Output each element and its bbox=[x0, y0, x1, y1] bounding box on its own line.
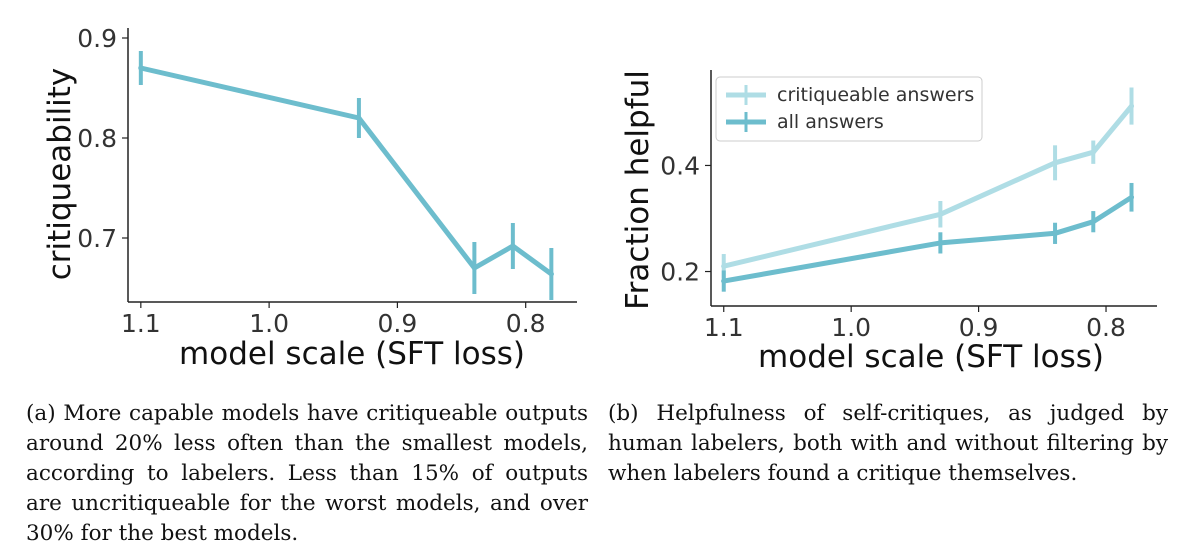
data-point bbox=[510, 243, 516, 249]
data-point bbox=[1129, 103, 1135, 109]
data-point bbox=[937, 211, 943, 217]
data-point bbox=[1129, 194, 1135, 200]
data-point bbox=[1052, 230, 1058, 236]
x-tick-label: 1.1 bbox=[121, 309, 161, 338]
data-point bbox=[1090, 219, 1096, 225]
data-point bbox=[721, 263, 727, 269]
y-tick-label: 0.7 bbox=[77, 224, 117, 253]
panel-b-fraction-helpful-chart: 1.1 1.0 0.9 0.8 0.2 0.4 Fraction helpful mode… bbox=[620, 70, 1157, 375]
y-tick-label: 0.4 bbox=[660, 151, 700, 180]
data-point bbox=[471, 265, 477, 271]
data-point bbox=[1052, 160, 1058, 166]
x-tick-label: 1.0 bbox=[831, 313, 871, 342]
series-all-answers bbox=[721, 182, 1135, 292]
data-point bbox=[356, 115, 362, 121]
legend-entry-critiqueable-answers: critiqueable answers bbox=[726, 84, 974, 106]
x-tick-label: 0.9 bbox=[959, 313, 999, 342]
data-point bbox=[138, 65, 144, 71]
x-tick-label: 1.0 bbox=[249, 309, 289, 338]
data-point bbox=[548, 271, 554, 277]
series-line bbox=[138, 65, 554, 277]
figure-caption-b: (b) Helpfulness of self-critiques, as ju… bbox=[608, 401, 1168, 486]
figure-caption-a: (a) More capable models have critiqueabl… bbox=[26, 401, 588, 546]
panel-a-critiqueability-chart: 1.1 1.0 0.9 0.8 0.7 0.8 0.9 critiqueability mo… bbox=[42, 24, 577, 372]
legend-entry-all-answers: all answers bbox=[726, 111, 884, 133]
x-tick-label: 0.9 bbox=[378, 309, 418, 338]
series-line bbox=[721, 194, 1134, 284]
y-tick-label: 0.2 bbox=[660, 258, 700, 287]
x-axis-title: model scale (SFT loss) bbox=[179, 336, 525, 372]
y-axis-title: critiqueability bbox=[42, 68, 78, 281]
x-tick-label: 1.1 bbox=[704, 313, 744, 342]
y-tick-label: 0.9 bbox=[77, 24, 117, 53]
legend: critiqueable answers all answers bbox=[715, 76, 983, 142]
series-critiqueable-answers bbox=[721, 87, 1135, 279]
legend-frame bbox=[715, 76, 983, 142]
data-point bbox=[1090, 149, 1096, 155]
y-tick-label: 0.8 bbox=[77, 124, 117, 153]
x-axis-title: model scale (SFT loss) bbox=[758, 339, 1104, 375]
y-axis-title: Fraction helpful bbox=[620, 70, 656, 310]
data-point bbox=[721, 278, 727, 284]
legend-label: all answers bbox=[777, 111, 884, 133]
series-0 bbox=[138, 51, 554, 300]
data-point bbox=[937, 240, 943, 246]
x-tick-label: 0.8 bbox=[506, 309, 546, 338]
legend-label: critiqueable answers bbox=[777, 84, 974, 106]
x-tick-label: 0.8 bbox=[1086, 313, 1126, 342]
